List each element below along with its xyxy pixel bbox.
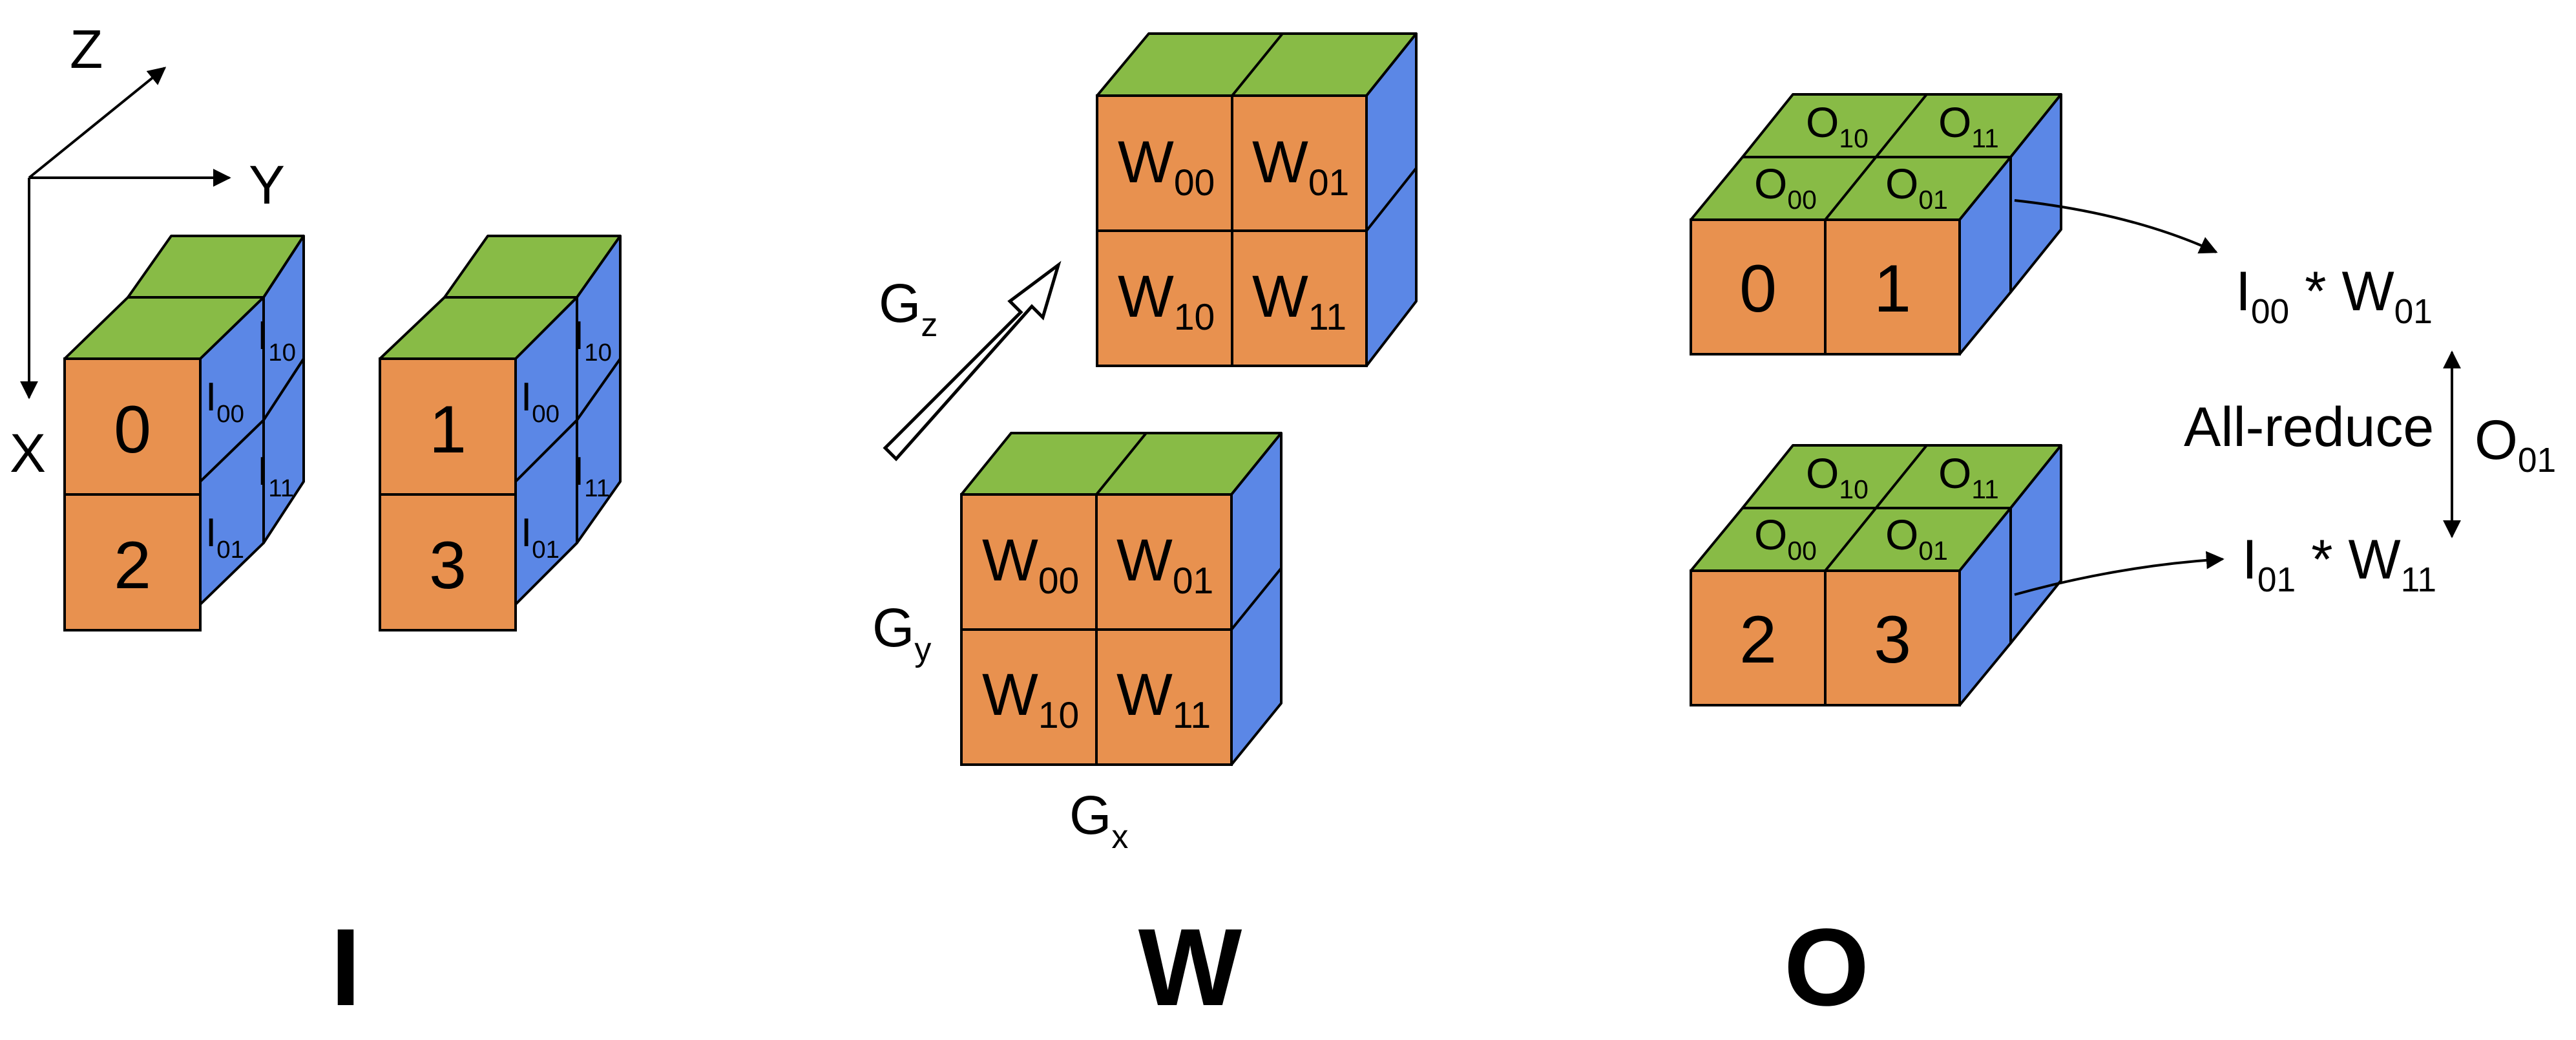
front-cell — [1095, 628, 1233, 766]
block-label: 3 — [429, 528, 466, 603]
top-divider — [1824, 93, 1928, 221]
front-cell — [1824, 218, 1961, 356]
allreduce-label: All-reduce — [2184, 396, 2434, 458]
top-divider — [1824, 444, 1928, 572]
output-label: O00 — [1754, 511, 1817, 566]
front-cell — [63, 357, 202, 496]
side-face — [2009, 444, 2062, 644]
block-label: 1 — [1874, 251, 1911, 326]
title-input: I — [330, 906, 361, 1029]
front-cell — [1231, 94, 1368, 232]
weight-label: W01 — [1252, 129, 1349, 204]
front-cell — [379, 493, 517, 631]
output-label: O11 — [1938, 449, 1999, 504]
equation-bottom: I01 * W11 — [2242, 529, 2436, 599]
block-label: 0 — [1739, 251, 1777, 326]
block-label: 2 — [1739, 602, 1777, 677]
o01-label: O01 — [2475, 409, 2556, 480]
front-cell — [1096, 229, 1233, 367]
front-cell — [1690, 218, 1827, 356]
output-label: O10 — [1806, 449, 1869, 504]
front-cell — [1824, 569, 1961, 706]
block-label: 3 — [1874, 602, 1911, 677]
weight-label: W10 — [982, 662, 1079, 736]
output-label: O11 — [1938, 98, 1999, 153]
side-label: I00 — [205, 375, 244, 428]
block-label: 1 — [429, 392, 466, 467]
side-label: I00 — [521, 375, 560, 428]
block-label: 0 — [114, 392, 151, 467]
side-label: I10 — [257, 313, 296, 366]
side-face — [262, 357, 305, 544]
side-divider — [1365, 167, 1418, 232]
weight-label: W00 — [1118, 129, 1215, 204]
input-block-1: 0 2 I00 I01 I10 I11 — [63, 235, 305, 631]
side-face — [576, 357, 622, 544]
axis-gizmo: Z Y X — [10, 19, 285, 483]
output-slab-1: 0 1 O10 O11 O00 O01 — [1690, 93, 2062, 356]
title-weight: W — [1138, 906, 1242, 1029]
side-label: I10 — [573, 313, 612, 366]
weight-label: W01 — [1116, 527, 1213, 602]
side-label: I11 — [257, 449, 294, 502]
x-axis-label: X — [10, 423, 46, 483]
output-label: O00 — [1754, 160, 1817, 215]
output-label: O01 — [1885, 160, 1948, 215]
front-cell — [960, 628, 1098, 766]
side-label: I01 — [521, 511, 560, 564]
equation-top: I00 * W01 — [2236, 260, 2433, 331]
gz-label: Gz — [879, 273, 937, 344]
z-axis-line — [28, 67, 167, 179]
hollow-arrow — [883, 260, 1062, 462]
front-cell — [379, 357, 517, 496]
input-block-2: 1 3 I00 I01 I10 I11 — [379, 235, 622, 631]
top-divider — [1231, 32, 1284, 97]
weight-label: W11 — [1116, 662, 1211, 736]
side-divider — [1230, 567, 1283, 631]
connector-arrow-bottom — [2014, 551, 2225, 596]
weight-label: W11 — [1252, 264, 1346, 338]
gx-label: Gx — [1069, 785, 1128, 856]
side-label: I11 — [573, 449, 610, 502]
connector-arrow-top — [2014, 199, 2218, 254]
y-axis-label: Y — [249, 154, 285, 215]
weight-cube-front: W00 W01 W10 W11 — [960, 432, 1283, 766]
weight-cube-back: W00 W01 W10 W11 — [1096, 32, 1418, 367]
title-output: O — [1784, 906, 1869, 1029]
weight-label: W00 — [982, 527, 1079, 602]
front-cell — [1231, 229, 1368, 367]
output-slab-2: 2 3 O10 O11 O00 O01 — [1690, 444, 2062, 706]
front-cell — [63, 493, 202, 631]
side-label: I01 — [205, 511, 244, 564]
side-face — [2009, 93, 2062, 293]
weight-label: W10 — [1118, 264, 1215, 338]
gz-arrow — [883, 260, 1062, 462]
block-label: 2 — [114, 528, 151, 603]
front-cell — [1690, 569, 1827, 706]
z-axis-label: Z — [70, 19, 103, 80]
top-divider — [1095, 432, 1147, 496]
output-label: O10 — [1806, 98, 1869, 153]
output-label: O01 — [1885, 511, 1948, 566]
gy-label: Gy — [872, 597, 931, 668]
